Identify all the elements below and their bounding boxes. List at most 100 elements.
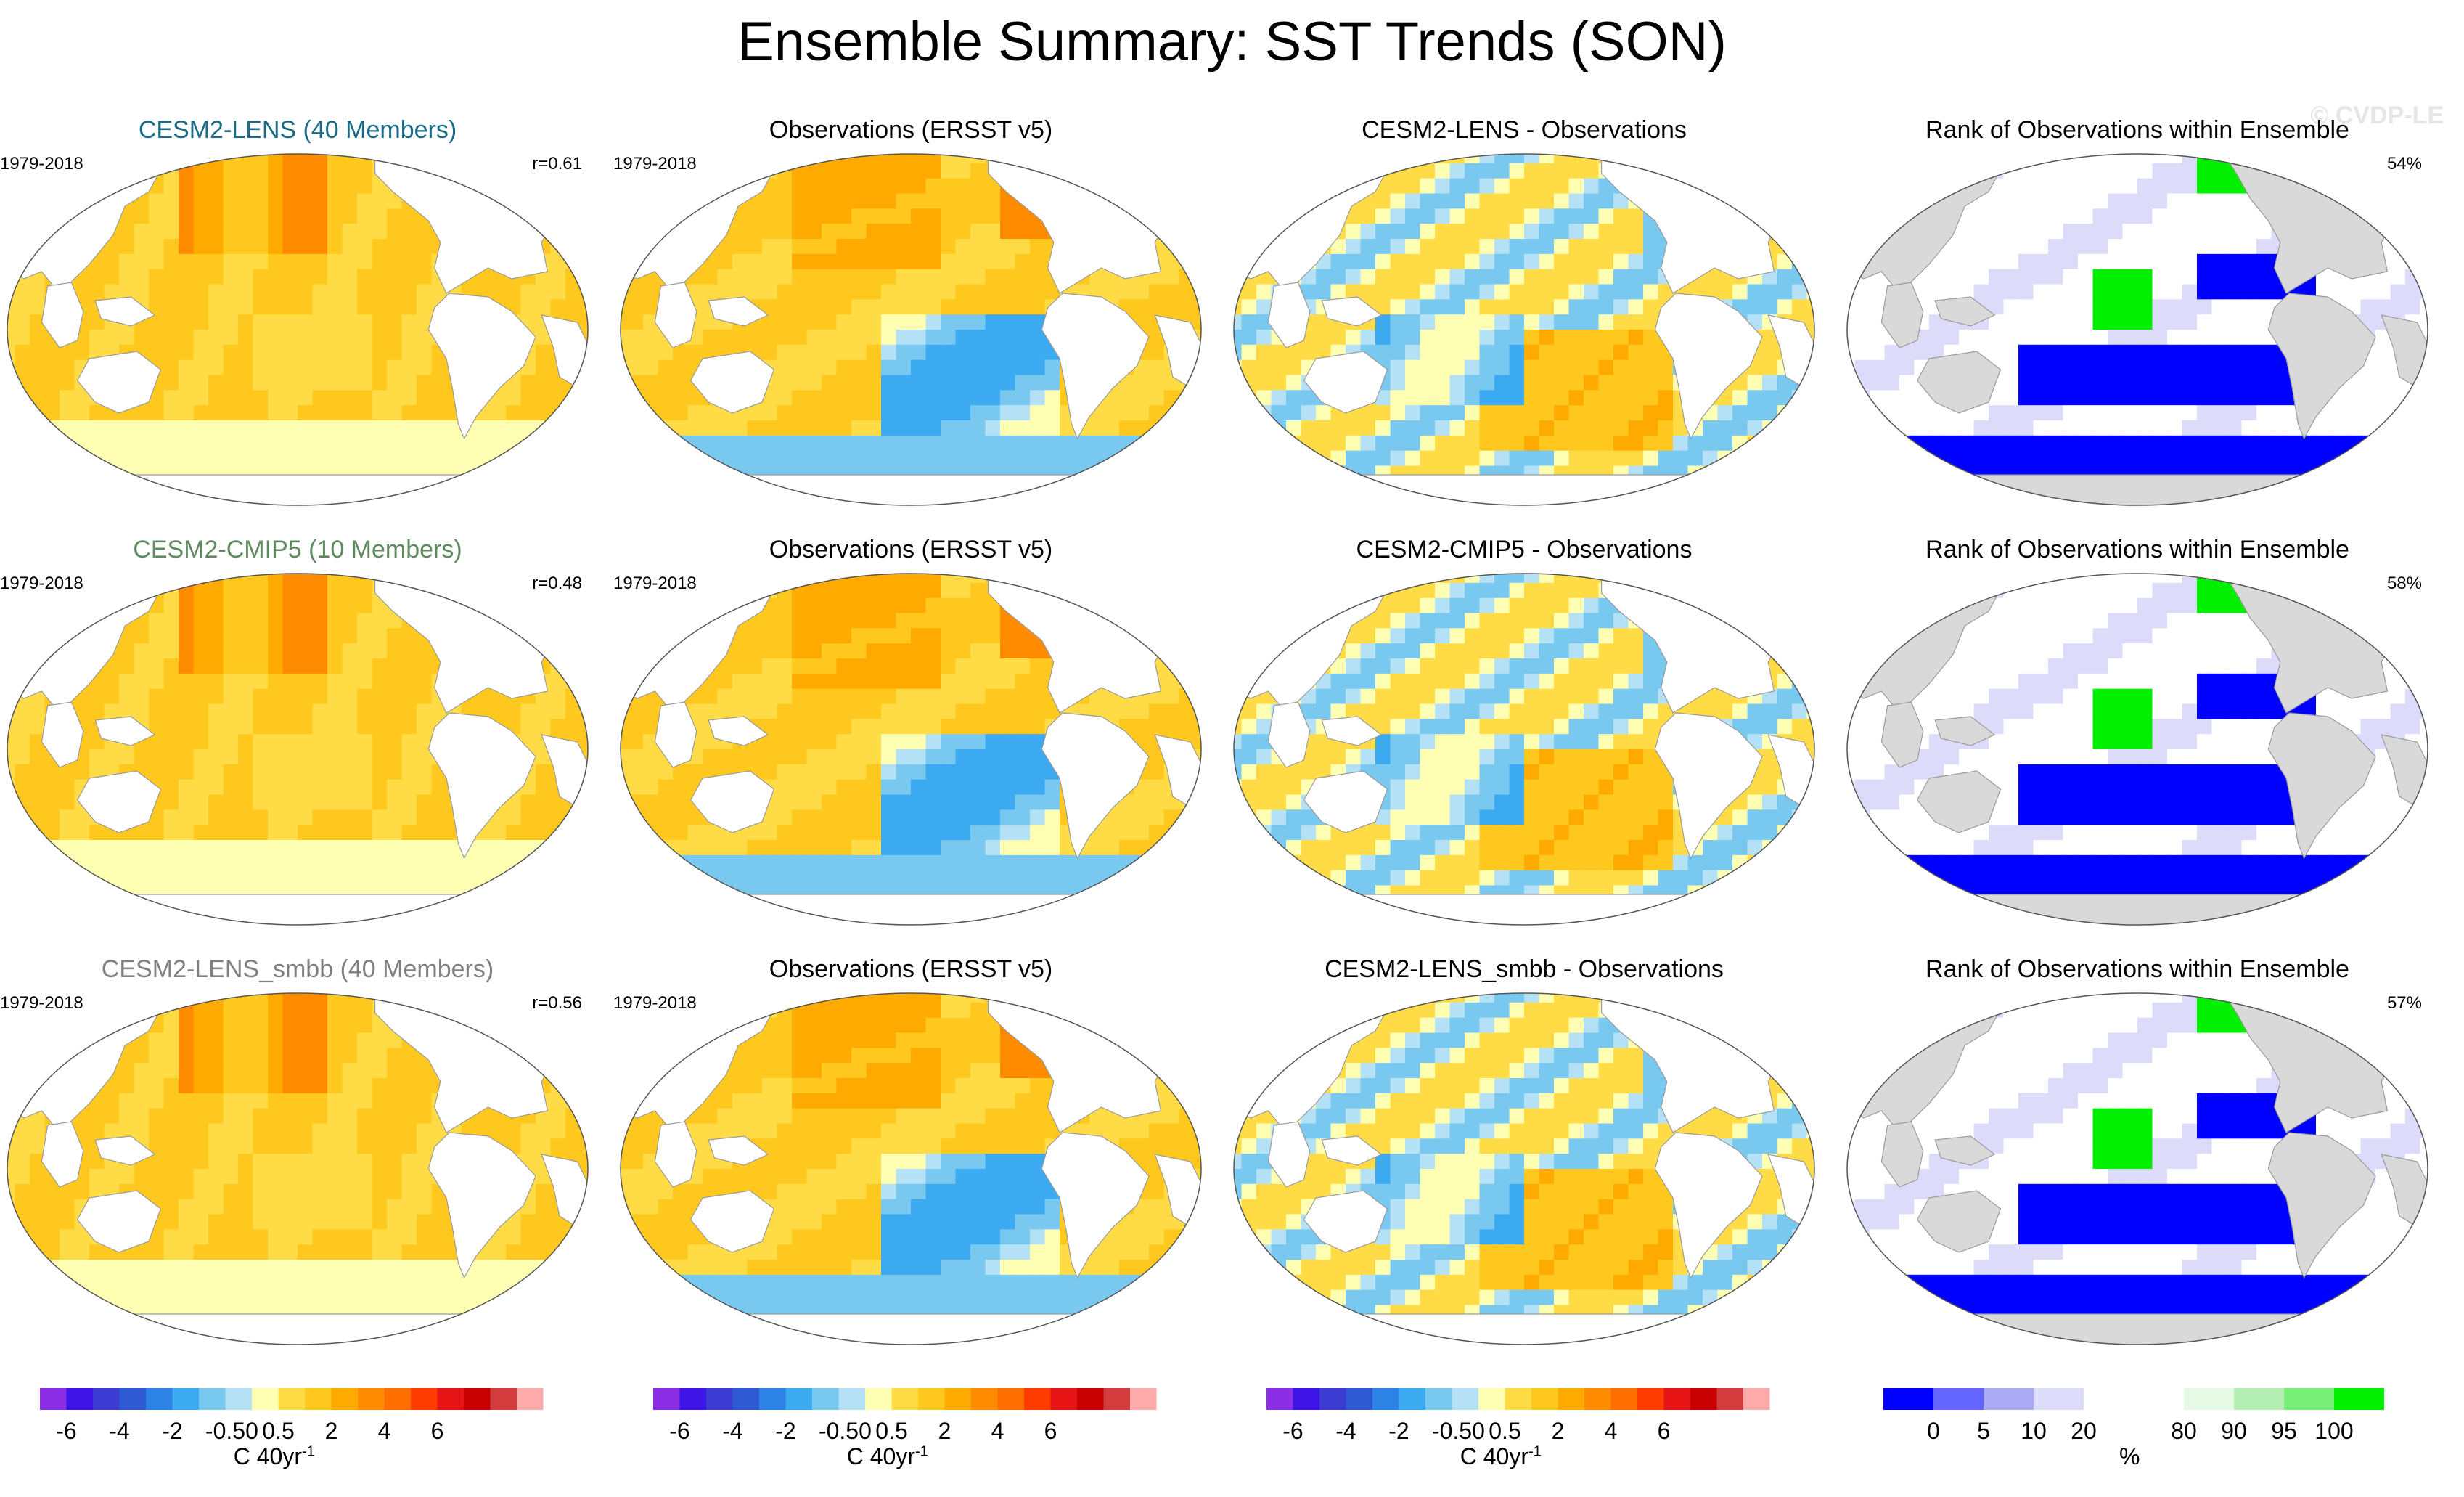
map-cell bbox=[1193, 597, 1201, 614]
map-cell bbox=[372, 269, 388, 285]
map-cell bbox=[2211, 375, 2227, 391]
map-cell bbox=[2063, 405, 2079, 421]
map-cell bbox=[1241, 330, 1257, 346]
map-cell bbox=[223, 253, 239, 270]
map-cell bbox=[1658, 359, 1674, 376]
map-cell bbox=[312, 628, 328, 644]
map-cell bbox=[282, 825, 298, 841]
map-cell bbox=[193, 239, 209, 255]
map-cell bbox=[955, 299, 971, 315]
map-cell bbox=[431, 284, 447, 300]
map-cell bbox=[2197, 359, 2213, 376]
map-cell bbox=[149, 420, 165, 436]
map-cell bbox=[15, 405, 30, 421]
map-cell bbox=[1420, 253, 1436, 270]
map-cell bbox=[387, 719, 403, 735]
map-cell bbox=[2330, 178, 2346, 195]
map-cell bbox=[342, 269, 358, 285]
map-cell bbox=[1030, 359, 1046, 376]
map-cell bbox=[1256, 375, 1272, 391]
map-cell bbox=[2033, 193, 2049, 209]
map-cell bbox=[2375, 344, 2391, 361]
map-cell bbox=[536, 154, 552, 164]
map-cell bbox=[2152, 193, 2168, 209]
map-cell bbox=[717, 496, 733, 505]
map-cell bbox=[1847, 163, 1856, 179]
map-cell bbox=[298, 154, 314, 164]
map-cell bbox=[268, 284, 284, 300]
map-cell bbox=[238, 870, 254, 886]
map-cell bbox=[1777, 208, 1793, 224]
map-cell bbox=[327, 163, 343, 179]
map-cell bbox=[621, 481, 629, 497]
map-cell bbox=[732, 284, 748, 300]
map-cell bbox=[401, 840, 417, 856]
map-cell bbox=[792, 208, 808, 224]
map-cell bbox=[2301, 496, 2317, 505]
map-cell bbox=[1870, 359, 1886, 376]
map-cell bbox=[44, 405, 60, 421]
map-cell bbox=[687, 582, 703, 599]
map-cell bbox=[1584, 178, 1600, 195]
map-cell bbox=[1286, 465, 1302, 481]
map-cell bbox=[1628, 253, 1644, 270]
map-cell bbox=[1316, 330, 1332, 346]
map-cell bbox=[119, 582, 135, 599]
map-cell bbox=[2167, 405, 2183, 421]
map-cell bbox=[1420, 450, 1436, 467]
map-cell bbox=[777, 344, 793, 361]
map-cell bbox=[2167, 193, 2183, 209]
map-cell bbox=[163, 719, 179, 735]
map-cell bbox=[703, 496, 719, 505]
map-cell bbox=[985, 405, 1001, 421]
map-cell bbox=[1673, 420, 1689, 436]
map-cell bbox=[401, 779, 417, 796]
map-cell bbox=[282, 749, 298, 765]
map-cell bbox=[2137, 450, 2153, 467]
map-cell bbox=[2033, 178, 2049, 195]
map-cell bbox=[491, 582, 507, 599]
map-cell bbox=[134, 900, 150, 916]
map-cell bbox=[911, 582, 927, 599]
map-cell bbox=[476, 915, 492, 925]
map-cell bbox=[673, 435, 689, 452]
map-cell bbox=[1959, 481, 1975, 497]
map-cell bbox=[268, 420, 284, 436]
map-cell bbox=[342, 673, 358, 690]
map-cell bbox=[565, 643, 581, 659]
map-cell bbox=[673, 178, 689, 195]
map-cell bbox=[461, 574, 477, 584]
map-cell bbox=[717, 163, 733, 179]
land-mass bbox=[41, 282, 84, 348]
map-cell bbox=[15, 628, 30, 644]
map-cell bbox=[621, 359, 629, 376]
map-cell bbox=[703, 284, 719, 300]
map-cell bbox=[580, 314, 588, 330]
map-cell bbox=[268, 314, 284, 330]
map-cell bbox=[925, 178, 941, 195]
map-cell bbox=[179, 208, 195, 224]
map-cell bbox=[536, 574, 552, 584]
map-cell bbox=[1163, 481, 1179, 497]
map-cell bbox=[1973, 269, 1989, 285]
map-cell bbox=[357, 809, 373, 825]
map-cell bbox=[1658, 435, 1674, 452]
map-cell bbox=[149, 224, 165, 240]
map-cell bbox=[2286, 420, 2302, 436]
map-cell bbox=[1241, 239, 1257, 255]
map-cell bbox=[536, 613, 552, 629]
map-cell bbox=[520, 825, 536, 841]
map-cell bbox=[881, 405, 897, 421]
map-cell bbox=[970, 330, 986, 346]
map-cell bbox=[1494, 405, 1510, 421]
map-cell bbox=[223, 582, 239, 599]
map-cell bbox=[747, 239, 763, 255]
map-cell bbox=[30, 840, 46, 856]
map-cell bbox=[836, 178, 852, 195]
map-cell bbox=[2211, 269, 2227, 285]
map-cell bbox=[179, 628, 195, 644]
map-cell bbox=[1524, 450, 1540, 467]
land-mass bbox=[76, 770, 162, 833]
map-cell bbox=[298, 224, 314, 240]
map-cell bbox=[387, 390, 403, 406]
